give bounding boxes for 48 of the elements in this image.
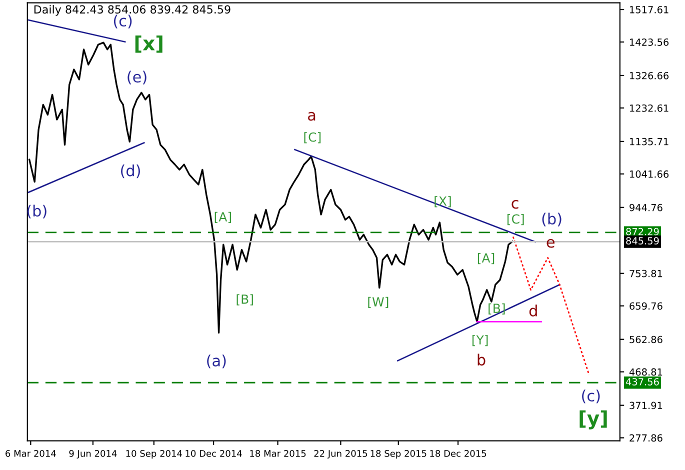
x-tick-label: 10 Dec 2014 <box>186 450 242 457</box>
y-tick-label: 562.86 <box>630 336 662 344</box>
annotation: a <box>308 112 316 121</box>
annotation: [W] <box>368 296 388 308</box>
annotation: [B] <box>488 303 505 315</box>
x-tick-label: 9 Jun 2014 <box>69 450 117 459</box>
y-tick-label: 1423.56 <box>630 38 669 46</box>
annotation: [Y] <box>472 334 488 346</box>
y-tick-label: 1232.61 <box>630 104 668 112</box>
annotation: (c) <box>114 14 132 28</box>
y-tick-label: 1517.61 <box>630 6 668 14</box>
annotation: [A] <box>214 212 232 223</box>
x-tick-label: 6 Mar 2014 <box>6 450 56 457</box>
y-tick-label: 753.81 <box>630 270 662 278</box>
annotation: d <box>529 304 537 317</box>
annotation: [X] <box>434 196 451 208</box>
annotation: [C] <box>507 214 524 226</box>
y-tick-label: 1326.66 <box>630 72 669 80</box>
x-tick-label: 18 Sep 2015 <box>370 450 426 459</box>
y-tick-label: 659.76 <box>630 302 662 310</box>
annotation: [y] <box>580 410 607 430</box>
x-tick-label: 10 Sep 2014 <box>126 450 182 459</box>
y-tick-label: 1135.71 <box>630 138 668 146</box>
x-tick-label: 22 Jun 2015 <box>314 450 368 459</box>
annotation: c <box>512 200 518 209</box>
annotation: e <box>546 238 554 248</box>
x-tick-label: 18 Dec 2015 <box>430 450 486 457</box>
annotation: [C] <box>304 132 321 144</box>
annotation: (e) <box>128 70 146 84</box>
y-tick-label: 1041.66 <box>630 170 669 178</box>
ref-line-label: 872.29 <box>626 228 659 236</box>
y-tick-label: 371.91 <box>630 402 662 410</box>
line-series <box>512 236 590 376</box>
annotation: [B] <box>236 294 253 306</box>
ref-line-label: 437.56 <box>626 378 659 386</box>
annotation: b <box>478 354 486 366</box>
chart-title: Daily 842.43 854.06 839.42 845.59 <box>34 5 230 16</box>
annotation: (a) <box>207 354 226 368</box>
ref-line-label: 845.59 <box>626 237 659 244</box>
y-tick-label: 277.86 <box>630 434 662 442</box>
annotation: [x] <box>135 35 162 53</box>
x-tick-label: 18 Mar 2015 <box>250 450 306 457</box>
y-tick-label: 944.76 <box>630 204 662 212</box>
annotation: (d) <box>121 164 140 178</box>
y-tick-label: 468.81 <box>629 368 662 376</box>
annotation: (b) <box>542 212 562 226</box>
annotation: [A] <box>478 253 494 264</box>
annotation: (c) <box>582 390 600 404</box>
